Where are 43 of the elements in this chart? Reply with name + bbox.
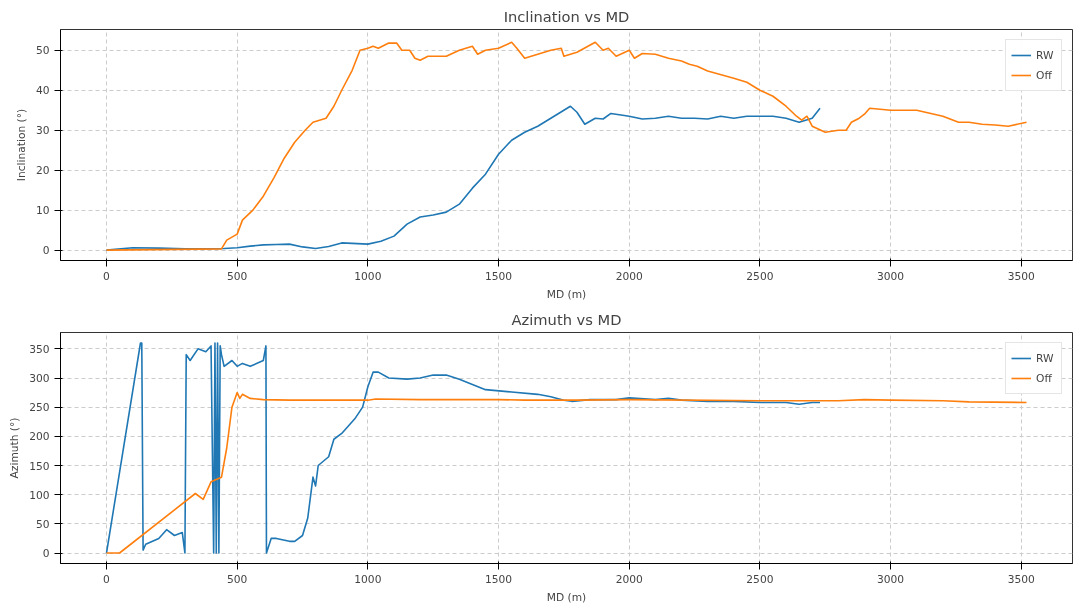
x-tick-label: 3500 [1007, 269, 1036, 283]
x-tick-label: 2000 [615, 572, 644, 586]
y-tick-label: 10 [35, 204, 50, 218]
x-tick-label: 3000 [877, 572, 905, 586]
x-tick-label: 500 [227, 269, 248, 283]
chart-title: Inclination vs MD [503, 7, 630, 25]
line-series [105, 41, 1028, 251]
x-tick-label: 3000 [877, 269, 905, 283]
legend-label: RW [1036, 351, 1055, 365]
line-series [105, 342, 821, 554]
legend-label: Off [1036, 371, 1053, 385]
x-tick-label: 1500 [484, 572, 513, 586]
y-tick-label: 50 [35, 44, 50, 58]
y-tick-label: 300 [29, 372, 50, 385]
x-tick-label: 1000 [354, 572, 382, 586]
y-axis-title: Inclination (°) [14, 108, 28, 182]
x-tick-label: 1500 [484, 269, 513, 283]
chart-title: Azimuth vs MD [511, 310, 622, 328]
y-tick-label: 40 [35, 84, 50, 98]
line-series [105, 391, 1028, 554]
legend-label: Off [1036, 68, 1053, 82]
y-tick-label: 0 [42, 547, 50, 560]
x-tick-label: 1000 [354, 269, 382, 283]
y-tick-label: 50 [35, 517, 50, 531]
x-tick-label: 2500 [746, 269, 774, 283]
x-tick-label: 500 [227, 572, 248, 586]
x-tick-label: 0 [103, 269, 111, 283]
y-tick-label: 30 [35, 124, 50, 138]
x-tick-label: 2500 [746, 572, 774, 586]
legend-label: RW [1036, 48, 1055, 62]
y-tick-label: 20 [35, 164, 50, 178]
x-tick-label: 0 [103, 572, 111, 586]
y-axis-title: Azimuth (°) [8, 417, 22, 479]
y-tick-label: 250 [29, 401, 50, 415]
x-tick-label: 3500 [1007, 572, 1036, 586]
x-axis-title: MD (m) [546, 287, 587, 301]
y-tick-label: 150 [29, 459, 50, 473]
y-tick-label: 0 [42, 244, 50, 258]
x-axis-title: MD (m) [546, 590, 587, 604]
y-tick-label: 350 [29, 342, 50, 356]
x-tick-label: 2000 [615, 269, 644, 283]
y-tick-label: 100 [29, 488, 50, 502]
y-tick-label: 200 [29, 430, 50, 444]
